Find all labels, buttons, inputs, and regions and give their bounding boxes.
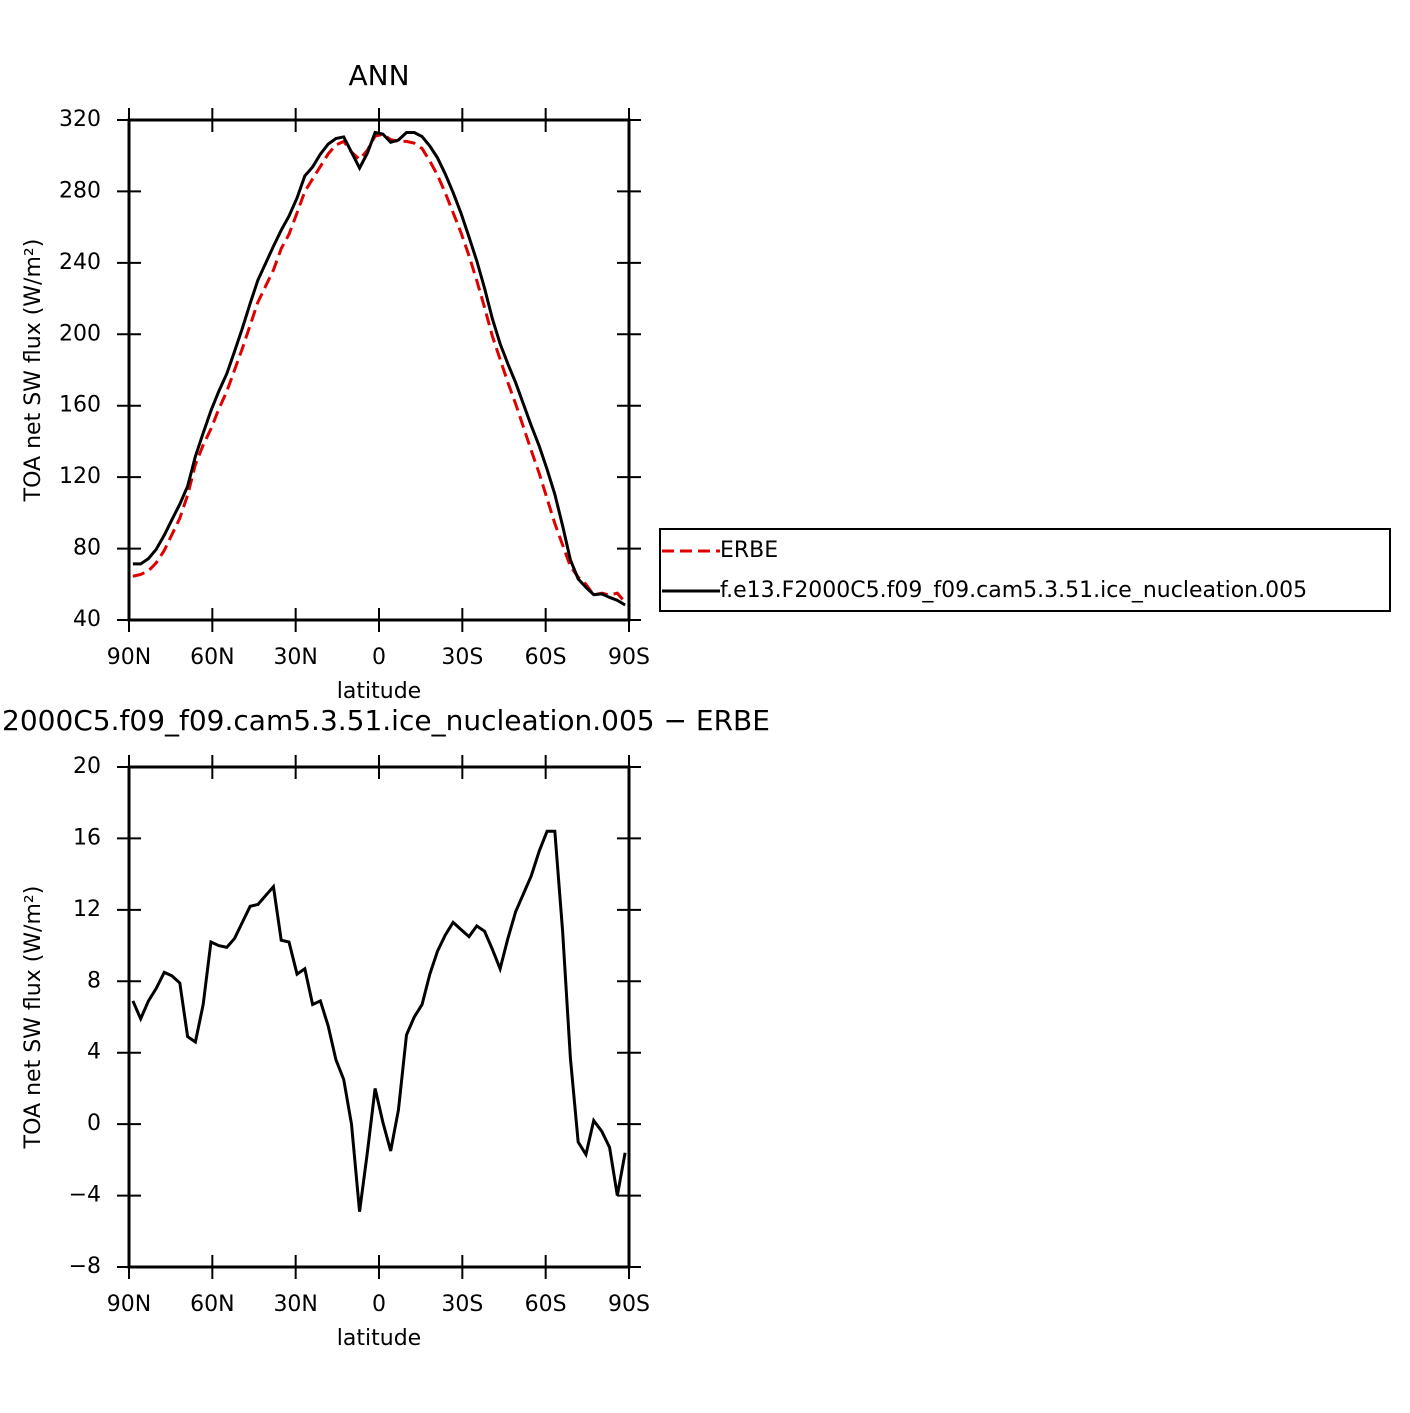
y-axis-label: TOA net SW flux (W/m²) <box>21 886 46 1150</box>
plot-frame <box>127 765 631 1269</box>
x-tick-label: 90S <box>608 645 650 670</box>
y-axis-label: TOA net SW flux (W/m²) <box>21 239 46 503</box>
y-tick-label: 120 <box>59 464 101 489</box>
y-tick-label: 4 <box>87 1040 101 1065</box>
x-tick-label: 30N <box>273 645 317 670</box>
x-tick-label: 60N <box>190 1292 234 1317</box>
x-tick-label: 60N <box>190 645 234 670</box>
y-tick-label: 320 <box>59 107 101 132</box>
y-tick-label: 280 <box>59 178 101 203</box>
y-tick-label: 40 <box>73 607 101 632</box>
legend-box <box>659 528 1391 612</box>
y-tick-label: −8 <box>69 1254 101 1279</box>
legend-label: f.e13.F2000C5.f09_f09.cam5.3.51.ice_nucl… <box>720 578 1307 603</box>
y-tick-label: 200 <box>59 321 101 346</box>
y-tick-label: 12 <box>73 897 101 922</box>
y-tick-label: 0 <box>87 1111 101 1136</box>
x-axis-label: latitude <box>337 1326 421 1351</box>
data-line <box>132 130 626 607</box>
x-tick-label: 30N <box>273 1292 317 1317</box>
legend-label: ERBE <box>720 538 778 563</box>
x-tick-label: 0 <box>372 1292 386 1317</box>
y-tick-label: −4 <box>69 1183 101 1208</box>
data-line <box>132 132 627 604</box>
x-tick-label: 30S <box>441 645 483 670</box>
x-tick-label: 90N <box>107 645 151 670</box>
plot-frame <box>127 118 631 622</box>
chart-title: ANN <box>348 59 409 92</box>
x-tick-label: 30S <box>441 1292 483 1317</box>
x-tick-label: 60S <box>525 1292 567 1317</box>
y-tick-label: 20 <box>73 754 101 779</box>
y-tick-label: 160 <box>59 393 101 418</box>
x-tick-label: 90N <box>107 1292 151 1317</box>
x-tick-label: 60S <box>525 645 567 670</box>
y-tick-label: 240 <box>59 250 101 275</box>
y-tick-label: 80 <box>73 536 101 561</box>
x-axis-label: latitude <box>337 679 421 704</box>
y-tick-label: 8 <box>87 968 101 993</box>
chart-title: 2000C5.f09_f09.cam5.3.51.ice_nucleation.… <box>2 704 770 737</box>
data-line <box>131 829 627 1212</box>
y-tick-label: 16 <box>73 825 101 850</box>
x-tick-label: 0 <box>372 645 386 670</box>
x-tick-label: 90S <box>608 1292 650 1317</box>
